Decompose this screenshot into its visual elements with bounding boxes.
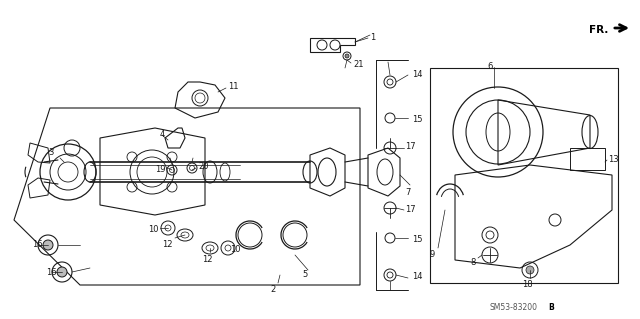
Text: 18: 18 [522,280,532,289]
Text: 13: 13 [608,155,619,164]
Text: 16: 16 [46,268,56,277]
Text: 14: 14 [412,70,422,79]
Text: 8: 8 [470,258,476,267]
Text: 21: 21 [353,60,364,69]
Text: 12: 12 [162,240,173,249]
Text: 17: 17 [405,205,415,214]
Text: 9: 9 [430,250,435,259]
Text: 19: 19 [155,165,166,174]
Text: 16: 16 [32,240,43,249]
Circle shape [345,54,349,58]
Text: 15: 15 [412,115,422,124]
Text: 20: 20 [198,162,209,171]
Text: 17: 17 [405,142,415,151]
Text: 1: 1 [370,33,375,42]
Circle shape [57,267,67,277]
Text: 11: 11 [228,82,239,91]
Bar [570,148,605,170]
Text: 14: 14 [412,272,422,281]
Text: 12: 12 [202,255,212,264]
Text: 3: 3 [48,148,53,157]
Text: 10: 10 [230,245,241,254]
Text: 2: 2 [270,285,275,294]
Text: 6: 6 [487,62,493,71]
Text: 10: 10 [148,225,159,234]
Text: SM53-83200: SM53-83200 [490,303,538,313]
Text: B: B [548,303,554,313]
Circle shape [526,266,534,274]
Text: 7: 7 [405,188,410,197]
Circle shape [43,240,53,250]
Text: 4: 4 [160,130,165,139]
Text: 15: 15 [412,235,422,244]
Text: FR.: FR. [589,25,608,35]
Text: 5: 5 [302,270,307,279]
Bar [430,68,618,283]
